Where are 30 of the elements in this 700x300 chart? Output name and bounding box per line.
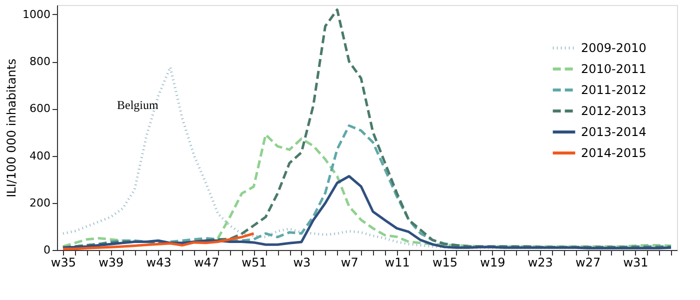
x-tick-label: w51 bbox=[242, 256, 267, 270]
x-tick-label: w47 bbox=[194, 256, 220, 270]
x-tick-label: w39 bbox=[98, 256, 124, 270]
y-tick-label: 600 bbox=[30, 102, 50, 116]
annotation: Belgium bbox=[117, 98, 159, 112]
x-tick-label: w15 bbox=[432, 256, 458, 270]
line-series bbox=[62, 232, 255, 250]
x-tick-label: w3 bbox=[293, 256, 311, 270]
x-tick-label: w7 bbox=[340, 256, 358, 270]
y-axis-title: ILI/100 000 inhabitants bbox=[4, 58, 19, 198]
x-tick-label: w23 bbox=[528, 256, 553, 270]
legend-label: 2014-2015 bbox=[581, 146, 646, 160]
x-tick-label: w43 bbox=[146, 256, 172, 270]
x-tick-label: w35 bbox=[50, 256, 76, 270]
x-tick-label: w31 bbox=[623, 256, 648, 270]
legend-label: 2013-2014 bbox=[581, 125, 646, 139]
y-tick-label: 200 bbox=[30, 196, 50, 210]
y-tick-label: 800 bbox=[30, 55, 50, 68]
legend-label: 2012-2013 bbox=[581, 104, 646, 118]
x-tick-label: w19 bbox=[480, 256, 506, 270]
legend-label: 2011-2012 bbox=[581, 83, 646, 97]
y-tick-label: 0 bbox=[44, 244, 50, 256]
x-tick-label: w27 bbox=[576, 256, 601, 270]
y-tick-label: 1000 bbox=[22, 8, 50, 21]
line-series bbox=[62, 8, 672, 249]
line-series bbox=[62, 175, 672, 250]
y-tick-label: 400 bbox=[30, 149, 50, 162]
x-tick-label: w11 bbox=[384, 256, 410, 270]
legend-label: 2010-2011 bbox=[581, 62, 646, 76]
legend-label: 2009-2010 bbox=[581, 41, 646, 55]
